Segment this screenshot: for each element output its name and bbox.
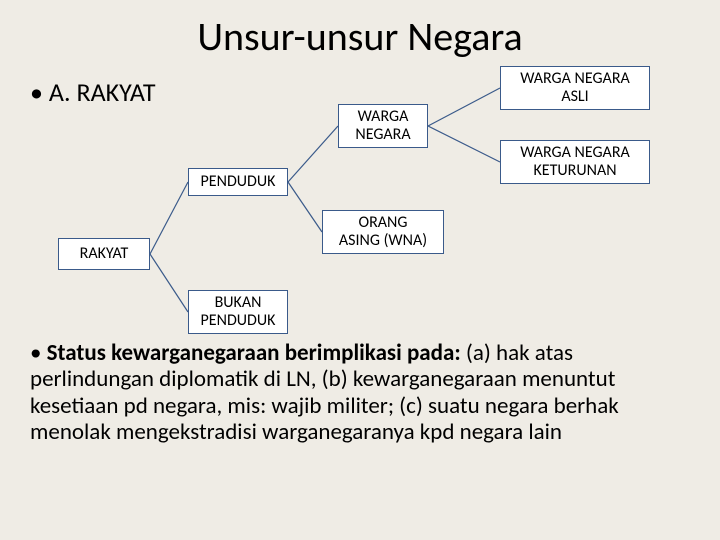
node-penduduk: PENDUDUK: [188, 168, 288, 196]
slide-title: Unsur-unsur Negara: [0, 0, 720, 61]
bullet-paragraph: Status kewarganegaraan berimplikasi pada…: [30, 340, 695, 446]
node-orang_asing: ORANG ASING (WNA): [322, 210, 444, 254]
node-rakyat: RAKYAT: [58, 238, 150, 270]
section-subtitle: A. RAKYAT: [30, 76, 156, 108]
node-wna_asli: WARGA NEGARA ASLI: [500, 66, 650, 110]
node-bukan_penduduk: BUKAN PENDUDUK: [188, 290, 288, 334]
bullet-lead: Status kewarganegaraan berimplikasi pada…: [47, 339, 461, 367]
node-warga_negara: WARGA NEGARA: [338, 104, 428, 148]
node-wna_keturunan: WARGA NEGARA KETURUNAN: [500, 140, 650, 184]
